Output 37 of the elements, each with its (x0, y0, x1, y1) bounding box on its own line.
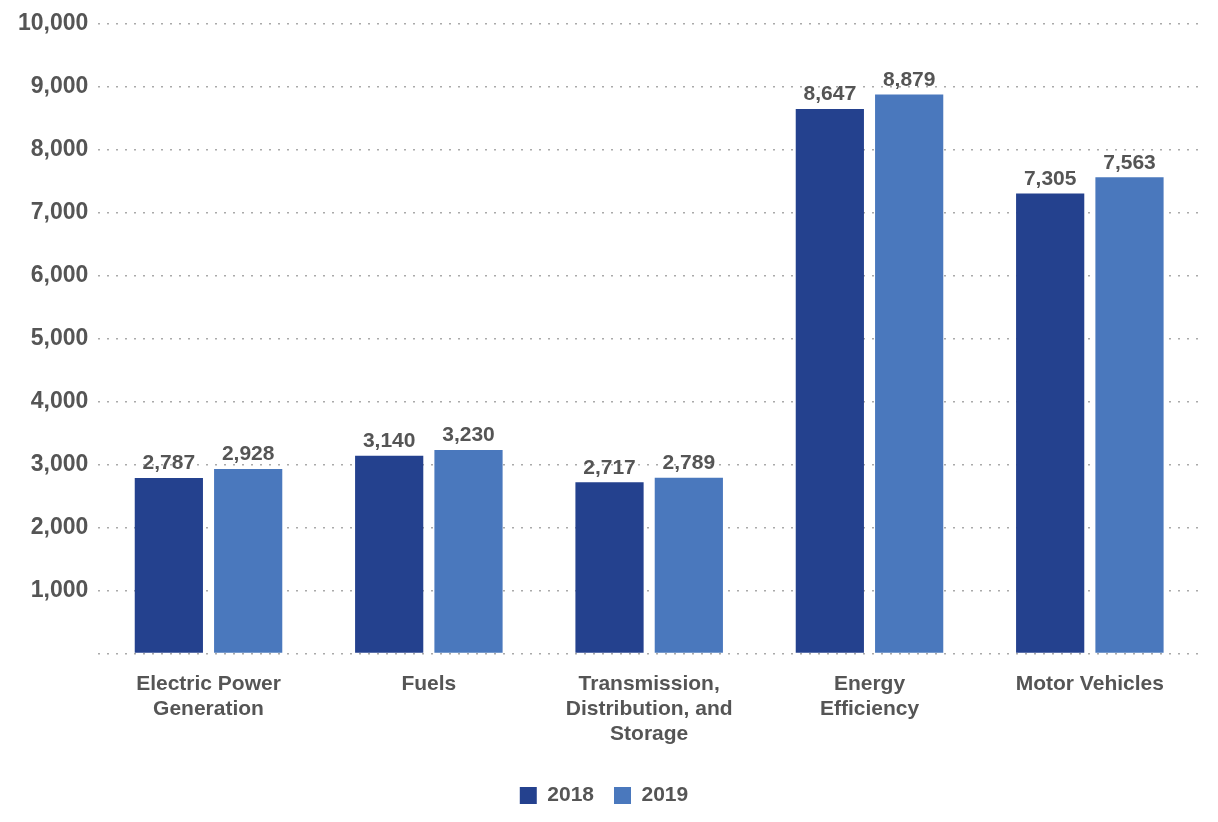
bar (355, 455, 424, 653)
y-tick-label: 9,000 (30, 72, 89, 99)
y-tick-label: 5,000 (30, 323, 89, 350)
y-tick-label: 1,000 (30, 575, 89, 602)
data-label: 2,928 (221, 441, 275, 465)
y-tick-label: 3,000 (30, 449, 89, 476)
bar (1016, 193, 1085, 653)
y-tick-label: 7,000 (30, 198, 89, 225)
bar (134, 477, 203, 653)
data-label: 3,230 (442, 422, 495, 446)
bar (654, 477, 723, 653)
data-label: 3,140 (362, 428, 416, 451)
y-tick-label: 6,000 (30, 260, 89, 287)
x-tick-label: Energy Efficiency (819, 670, 920, 719)
data-label: 8,879 (882, 66, 936, 90)
data-label: 2,787 (142, 450, 196, 474)
data-label: 2,717 (583, 454, 636, 478)
bar (795, 108, 864, 653)
data-label: 7,563 (1103, 149, 1156, 173)
data-label: 8,647 (803, 81, 857, 105)
legend-label: 2018 (547, 782, 595, 806)
y-tick-label: 2,000 (30, 512, 89, 539)
data-label: 2,789 (662, 450, 716, 474)
bar (1095, 177, 1164, 653)
bar (214, 469, 283, 653)
x-tick-label: Electric Power Generation (136, 670, 281, 719)
bar (875, 94, 944, 653)
x-tick-label: Motor Vehicles (1015, 670, 1164, 694)
bar (434, 450, 503, 653)
y-tick-label: 8,000 (30, 135, 89, 162)
y-tick-label: 10,000 (17, 9, 89, 36)
x-tick-label: Fuels (401, 670, 457, 694)
y-tick-label: 4,000 (30, 386, 89, 413)
legend-label: 2019 (641, 782, 689, 806)
x-tick-label: Transmission, Distribution, and Storage (565, 670, 733, 745)
data-label: 7,305 (1023, 165, 1077, 189)
bar (575, 482, 644, 653)
